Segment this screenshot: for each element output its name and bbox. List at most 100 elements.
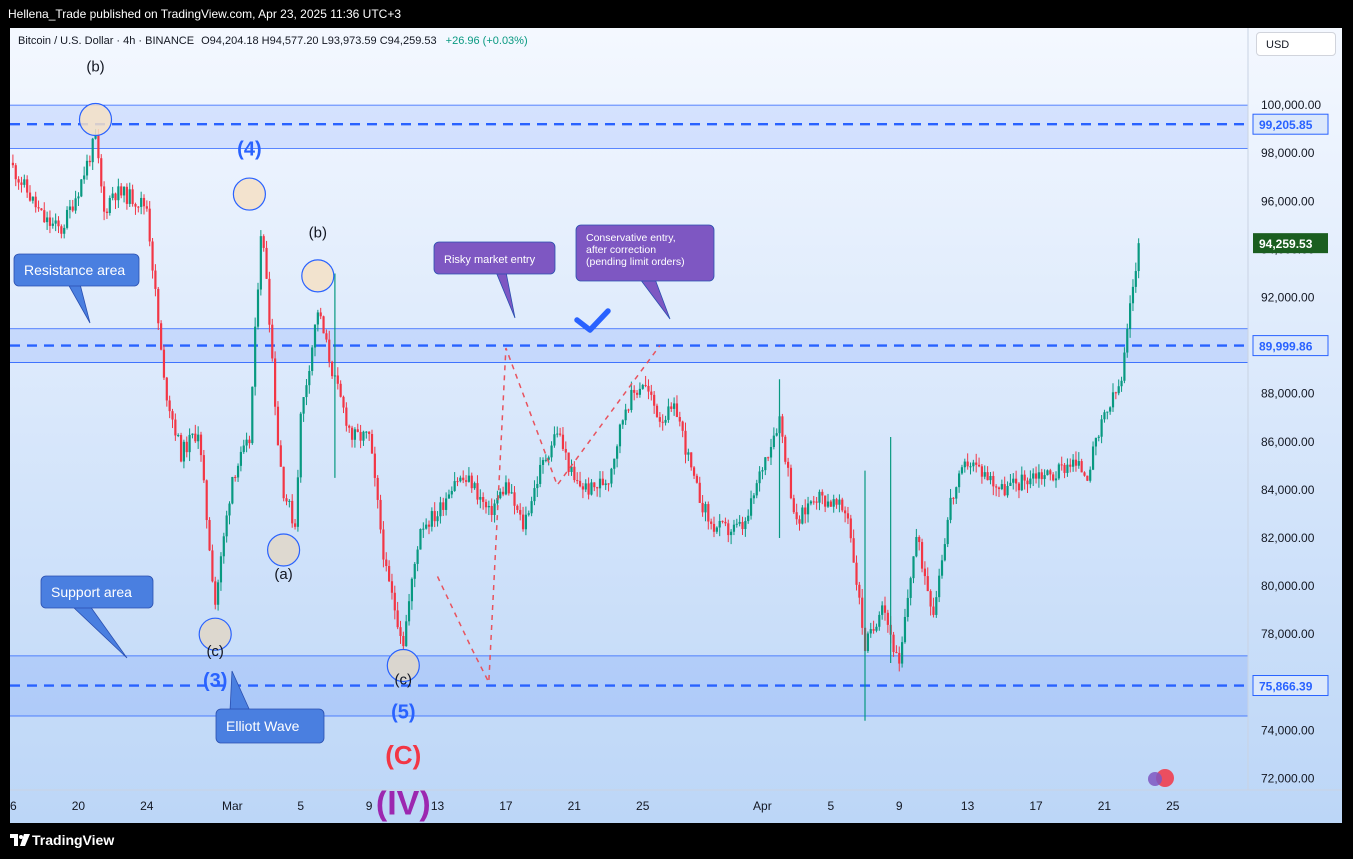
candle-body bbox=[607, 483, 610, 485]
candle-body bbox=[1009, 482, 1012, 486]
candle-body bbox=[493, 503, 496, 515]
candle-body bbox=[521, 514, 525, 530]
candle-body bbox=[881, 605, 884, 615]
candle-body bbox=[496, 498, 499, 504]
candle-body bbox=[168, 400, 171, 412]
candle-body bbox=[644, 385, 647, 387]
candle-body bbox=[410, 578, 414, 602]
price-chart[interactable]: (b) (4) (b) (a) (c) (3) (c) (5) (C) (IV) Resistanc… bbox=[10, 28, 1342, 823]
candle-body bbox=[627, 409, 630, 411]
candle-body bbox=[20, 182, 23, 185]
candle-body bbox=[248, 439, 251, 444]
chart-frame: (b) (4) (b) (a) (c) (3) (c) (5) (C) (IV) Resistanc… bbox=[10, 28, 1342, 823]
candle-body bbox=[131, 189, 134, 205]
candle-body bbox=[513, 492, 516, 506]
candle-body bbox=[641, 385, 644, 389]
candle-body bbox=[376, 477, 379, 500]
candle-body bbox=[621, 420, 624, 425]
candle-body bbox=[442, 502, 445, 510]
candle-body bbox=[174, 419, 177, 436]
candle-body bbox=[188, 434, 191, 453]
candle-body bbox=[912, 556, 915, 579]
candle-body bbox=[54, 220, 57, 224]
candle-body bbox=[382, 529, 385, 560]
candle-body bbox=[587, 483, 590, 495]
candle-body bbox=[388, 566, 391, 582]
candle-body bbox=[251, 386, 254, 444]
candle-body bbox=[704, 504, 707, 513]
price-tick-label: 96,000.00 bbox=[1261, 194, 1315, 208]
candle-body bbox=[886, 612, 889, 625]
candle-body bbox=[154, 270, 157, 289]
tradingview-brand: TradingView bbox=[32, 832, 115, 848]
wave-point-circle bbox=[267, 533, 301, 567]
candle-body bbox=[598, 478, 602, 489]
candle-body bbox=[51, 223, 54, 226]
candle-body bbox=[792, 498, 795, 513]
wave-label: (C) bbox=[385, 740, 421, 770]
candle-body bbox=[348, 425, 351, 428]
candle-body bbox=[1006, 485, 1009, 496]
candle-body bbox=[787, 461, 790, 468]
candle-body bbox=[208, 520, 211, 551]
candle-body bbox=[276, 406, 280, 446]
candle-body bbox=[561, 434, 565, 449]
candle-body bbox=[712, 523, 716, 532]
candle-body bbox=[821, 491, 824, 496]
candle-body bbox=[356, 429, 359, 432]
candle-body bbox=[1054, 478, 1058, 481]
candle-body bbox=[980, 466, 984, 477]
candle-body bbox=[359, 431, 362, 441]
check-mark-icon bbox=[574, 308, 611, 333]
candle-body bbox=[325, 333, 328, 340]
candle-body bbox=[464, 480, 468, 482]
candle-body bbox=[1049, 470, 1052, 475]
candle-body bbox=[239, 451, 243, 466]
candle-body bbox=[447, 494, 451, 499]
candle-body bbox=[761, 470, 764, 472]
candle-body bbox=[1091, 446, 1095, 470]
symbol-info-bar: Bitcoin / U.S. Dollar · 4h · BINANCE O94… bbox=[18, 35, 528, 47]
candle-body bbox=[635, 392, 639, 395]
candle-body bbox=[556, 433, 559, 435]
candle-body bbox=[427, 524, 431, 527]
candle-body bbox=[60, 226, 63, 234]
candle-body bbox=[151, 241, 154, 271]
candle-body bbox=[878, 614, 881, 627]
candle-body bbox=[997, 487, 1001, 490]
symbol-name[interactable]: Bitcoin / U.S. Dollar · 4h · BINANCE bbox=[18, 35, 195, 47]
candle-body bbox=[795, 512, 798, 520]
candle-body bbox=[949, 497, 952, 520]
price-change: +26.96 (+0.03%) bbox=[445, 35, 528, 47]
time-tick-label: 25 bbox=[636, 799, 650, 813]
candle-body bbox=[88, 160, 91, 163]
candle-body bbox=[322, 316, 325, 334]
candle-body bbox=[798, 519, 801, 524]
candle-body bbox=[721, 520, 724, 522]
candle-body bbox=[618, 424, 622, 447]
candle-body bbox=[926, 576, 929, 592]
support-area-callout: Support area bbox=[40, 575, 154, 659]
candle-body bbox=[1117, 386, 1120, 394]
level-price-tag-text: 89,999.86 bbox=[1259, 340, 1313, 354]
candle-body bbox=[339, 383, 342, 397]
currency-button[interactable]: USD bbox=[1256, 32, 1336, 56]
candle-body bbox=[923, 568, 927, 577]
candle-body bbox=[861, 597, 864, 628]
candle-body bbox=[128, 189, 131, 204]
candle-body bbox=[638, 388, 642, 395]
candle-body bbox=[299, 413, 302, 478]
candle-body bbox=[385, 559, 388, 567]
candle-body bbox=[482, 497, 485, 502]
candle-body bbox=[345, 407, 348, 426]
candle-body bbox=[336, 375, 339, 384]
candle-body bbox=[755, 483, 758, 496]
candle-body bbox=[293, 523, 297, 527]
time-tick-label: 17 bbox=[499, 799, 513, 813]
candle-body bbox=[604, 483, 607, 486]
candle-body bbox=[499, 491, 502, 499]
candle-body bbox=[1063, 464, 1066, 473]
candle-body bbox=[903, 616, 907, 643]
candle-body bbox=[1086, 475, 1089, 481]
candle-body bbox=[869, 629, 872, 634]
